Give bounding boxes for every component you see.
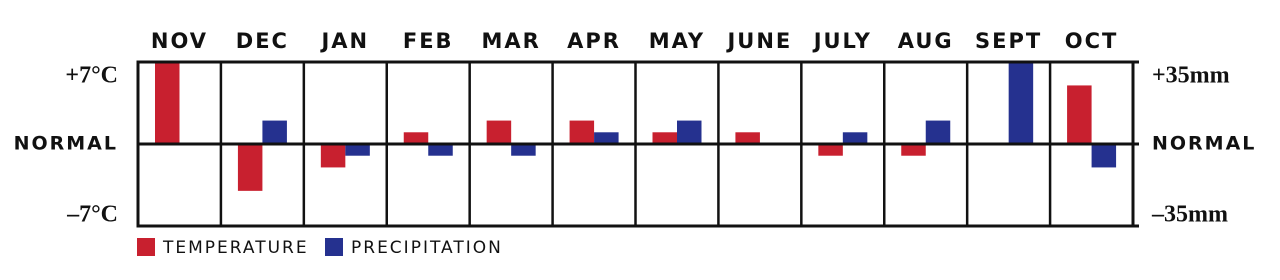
bar xyxy=(155,62,180,144)
bar xyxy=(403,132,429,144)
legend-label: PRECIPITATION xyxy=(351,238,503,258)
bar xyxy=(345,144,370,156)
bar xyxy=(901,144,926,156)
bar xyxy=(1067,85,1092,144)
bar xyxy=(511,144,536,156)
legend-label: TEMPERATURE xyxy=(162,238,309,258)
bar xyxy=(677,120,702,144)
y-tick-label: +7°C xyxy=(65,63,118,89)
bar xyxy=(1008,62,1034,144)
x-tick-label: FEB xyxy=(403,29,454,53)
x-tick-label: JAN xyxy=(319,29,369,53)
bar xyxy=(237,144,263,191)
x-tick-label: SEPT xyxy=(975,29,1042,53)
bar xyxy=(652,132,677,144)
bar xyxy=(262,120,287,144)
y-tick-label: –7°C xyxy=(66,202,118,228)
bar xyxy=(1091,144,1117,168)
y2-tick-label: +35mm xyxy=(1152,63,1230,89)
x-tick-label: OCT xyxy=(1065,29,1119,53)
x-tick-label: MAY xyxy=(649,29,705,53)
y-tick-label: NORMAL xyxy=(14,133,118,155)
y2-tick-label: NORMAL xyxy=(1152,133,1256,155)
bar xyxy=(735,132,760,144)
y2-tick-label: –35mm xyxy=(1151,202,1228,228)
legend-swatch xyxy=(137,238,155,256)
bar xyxy=(569,120,595,144)
x-tick-label: AUG xyxy=(898,29,954,53)
bar xyxy=(594,132,619,144)
bar xyxy=(320,144,346,168)
x-tick-label: JUNE xyxy=(725,29,792,53)
bar xyxy=(925,120,951,144)
legend-swatch xyxy=(325,238,343,256)
bar xyxy=(486,120,512,144)
x-tick-label: NOV xyxy=(151,29,208,53)
bar xyxy=(818,144,843,156)
plot-frame xyxy=(136,60,1135,228)
bar xyxy=(428,144,453,156)
x-tick-label: DEC xyxy=(236,29,289,53)
x-tick-label: APR xyxy=(567,29,621,53)
x-tick-label: JULY xyxy=(812,29,872,53)
bar xyxy=(842,132,868,144)
x-tick-label: MAR xyxy=(481,29,540,53)
